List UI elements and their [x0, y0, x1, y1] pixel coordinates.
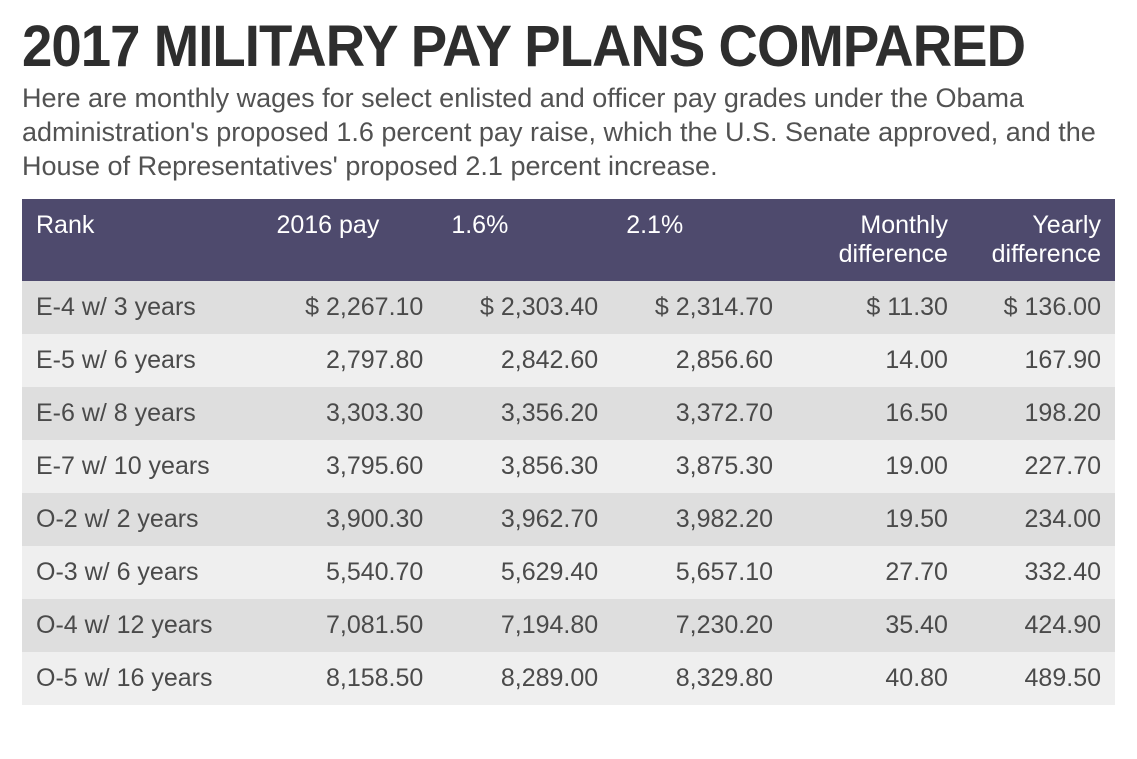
- cell-rank: E-5 w/ 6 years: [22, 334, 262, 387]
- cell-2016: $ 2,267.10: [262, 281, 437, 334]
- cell-p21: 7,230.20: [612, 599, 787, 652]
- table-row: O-4 w/ 12 years 7,081.50 7,194.80 7,230.…: [22, 599, 1115, 652]
- cell-2016: 3,303.30: [262, 387, 437, 440]
- col-yearly-diff: Yearlydifference: [962, 199, 1115, 281]
- table-row: E-7 w/ 10 years 3,795.60 3,856.30 3,875.…: [22, 440, 1115, 493]
- cell-p21: 3,875.30: [612, 440, 787, 493]
- cell-rank: O-3 w/ 6 years: [22, 546, 262, 599]
- cell-ydiff: 332.40: [962, 546, 1115, 599]
- cell-rank: E-6 w/ 8 years: [22, 387, 262, 440]
- cell-2016: 8,158.50: [262, 652, 437, 705]
- cell-ydiff: 198.20: [962, 387, 1115, 440]
- page-title: 2017 MILITARY PAY PLANS COMPARED: [22, 18, 1049, 76]
- col-rank: Rank: [22, 199, 262, 281]
- cell-mdiff: 35.40: [787, 599, 962, 652]
- cell-mdiff: $ 11.30: [787, 281, 962, 334]
- table-row: E-6 w/ 8 years 3,303.30 3,356.20 3,372.7…: [22, 387, 1115, 440]
- cell-p16: $ 2,303.40: [437, 281, 612, 334]
- cell-ydiff: $ 136.00: [962, 281, 1115, 334]
- cell-p16: 7,194.80: [437, 599, 612, 652]
- cell-mdiff: 14.00: [787, 334, 962, 387]
- cell-rank: O-2 w/ 2 years: [22, 493, 262, 546]
- col-2-1pct: 2.1%: [612, 199, 787, 281]
- cell-p21: $ 2,314.70: [612, 281, 787, 334]
- col-2016pay: 2016 pay: [262, 199, 437, 281]
- table-row: E-4 w/ 3 years $ 2,267.10 $ 2,303.40 $ 2…: [22, 281, 1115, 334]
- cell-p16: 5,629.40: [437, 546, 612, 599]
- cell-p21: 2,856.60: [612, 334, 787, 387]
- col-monthly-diff: Monthlydifference: [787, 199, 962, 281]
- col-1-6pct: 1.6%: [437, 199, 612, 281]
- pay-table: Rank 2016 pay 1.6% 2.1% Monthlydifferenc…: [22, 199, 1115, 705]
- cell-ydiff: 489.50: [962, 652, 1115, 705]
- cell-rank: E-4 w/ 3 years: [22, 281, 262, 334]
- table-row: O-2 w/ 2 years 3,900.30 3,962.70 3,982.2…: [22, 493, 1115, 546]
- cell-p21: 5,657.10: [612, 546, 787, 599]
- cell-mdiff: 16.50: [787, 387, 962, 440]
- cell-2016: 3,900.30: [262, 493, 437, 546]
- cell-p16: 3,356.20: [437, 387, 612, 440]
- table-body: E-4 w/ 3 years $ 2,267.10 $ 2,303.40 $ 2…: [22, 281, 1115, 705]
- cell-p21: 3,372.70: [612, 387, 787, 440]
- cell-ydiff: 424.90: [962, 599, 1115, 652]
- cell-rank: O-5 w/ 16 years: [22, 652, 262, 705]
- table-row: O-5 w/ 16 years 8,158.50 8,289.00 8,329.…: [22, 652, 1115, 705]
- table-row: O-3 w/ 6 years 5,540.70 5,629.40 5,657.1…: [22, 546, 1115, 599]
- cell-p16: 3,962.70: [437, 493, 612, 546]
- cell-rank: E-7 w/ 10 years: [22, 440, 262, 493]
- cell-mdiff: 27.70: [787, 546, 962, 599]
- cell-mdiff: 19.50: [787, 493, 962, 546]
- cell-2016: 3,795.60: [262, 440, 437, 493]
- cell-p16: 3,856.30: [437, 440, 612, 493]
- cell-p21: 3,982.20: [612, 493, 787, 546]
- cell-p21: 8,329.80: [612, 652, 787, 705]
- cell-2016: 2,797.80: [262, 334, 437, 387]
- cell-2016: 5,540.70: [262, 546, 437, 599]
- cell-p16: 8,289.00: [437, 652, 612, 705]
- cell-rank: O-4 w/ 12 years: [22, 599, 262, 652]
- cell-mdiff: 19.00: [787, 440, 962, 493]
- cell-2016: 7,081.50: [262, 599, 437, 652]
- cell-ydiff: 167.90: [962, 334, 1115, 387]
- table-header-row: Rank 2016 pay 1.6% 2.1% Monthlydifferenc…: [22, 199, 1115, 281]
- cell-mdiff: 40.80: [787, 652, 962, 705]
- page-subtitle: Here are monthly wages for select enlist…: [22, 82, 1102, 183]
- table-row: E-5 w/ 6 years 2,797.80 2,842.60 2,856.6…: [22, 334, 1115, 387]
- cell-ydiff: 227.70: [962, 440, 1115, 493]
- cell-p16: 2,842.60: [437, 334, 612, 387]
- cell-ydiff: 234.00: [962, 493, 1115, 546]
